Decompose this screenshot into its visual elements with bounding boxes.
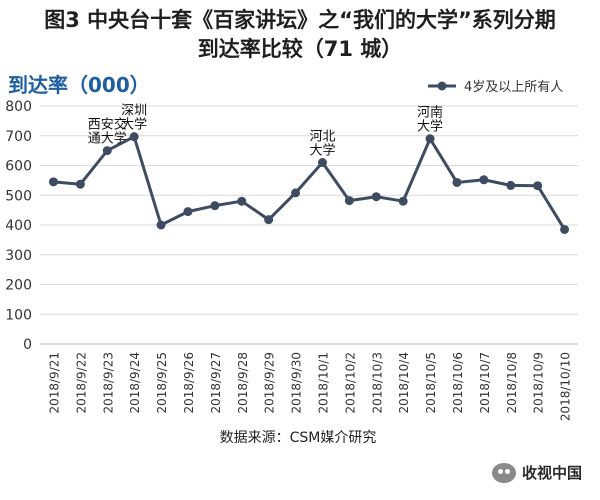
legend: 4岁及以上所有人 (428, 80, 563, 95)
y-tick-label: 700 (5, 129, 32, 145)
data-point (398, 196, 408, 206)
y-tick-labels: 0 100 200 300 400 500 600 700 800 (5, 99, 32, 353)
grid-lines (40, 105, 578, 345)
x-tick-label: 2018/10/3 (370, 352, 384, 414)
x-tick-label: 2018/9/23 (101, 352, 115, 414)
data-point (291, 188, 301, 198)
x-tick-label: 2018/9/22 (74, 352, 88, 414)
watermark: 收视中国 (492, 462, 582, 483)
watermark-text: 收视中国 (522, 464, 583, 482)
x-tick-labels: 2018/9/21 2018/9/22 2018/9/23 2018/9/24 2018… (47, 352, 572, 421)
data-point (129, 132, 139, 142)
data-point (344, 196, 354, 206)
y-axis-title: 到达率（000） (8, 73, 150, 97)
data-point (75, 179, 85, 189)
data-point (506, 180, 516, 190)
data-point (452, 177, 462, 187)
y-tick-label: 0 (23, 337, 32, 353)
x-tick-label: 2018/9/26 (182, 352, 196, 414)
data-point (48, 177, 58, 187)
x-tick-label: 2018/10/6 (451, 352, 465, 414)
data-point (183, 207, 193, 217)
chart-title-line1: 图3 中央台十套《百家讲坛》之“我们的大学”系列分期 (44, 8, 556, 32)
data-point (533, 181, 543, 191)
wechat-icon (492, 462, 516, 483)
legend-label: 4岁及以上所有人 (464, 80, 563, 95)
x-tick-label: 2018/10/1 (316, 352, 330, 414)
data-point (560, 224, 570, 234)
x-tick-label: 2018/9/25 (155, 352, 169, 414)
x-tick-label: 2018/9/24 (128, 352, 142, 414)
data-point (102, 146, 112, 156)
chart-title-line2: 到达率比较（71 城） (197, 37, 403, 61)
x-tick-label: 2018/10/7 (478, 352, 492, 414)
x-tick-label: 2018/10/10 (559, 352, 573, 421)
data-point (371, 192, 381, 202)
y-tick-label: 100 (5, 307, 32, 323)
data-point (425, 134, 435, 144)
point-annotation: 河北大学 (309, 130, 335, 159)
source-note: 数据来源：CSM媒介研究 (220, 430, 377, 446)
point-annotation: 西安交通大学 (88, 117, 127, 147)
data-point (156, 220, 166, 230)
x-tick-label: 2018/10/4 (397, 352, 411, 414)
x-tick-label: 2018/9/28 (236, 352, 250, 414)
y-tick-label: 600 (5, 159, 32, 175)
x-tick-label: 2018/10/2 (343, 352, 357, 414)
y-tick-label: 400 (5, 218, 32, 234)
x-tick-label: 2018/10/8 (505, 352, 519, 414)
data-point (317, 158, 327, 168)
x-tick-label: 2018/10/9 (532, 352, 546, 414)
data-point (210, 201, 220, 211)
data-point (237, 196, 247, 206)
x-tick-label: 2018/9/21 (47, 352, 61, 414)
x-tick-label: 2018/10/5 (424, 352, 438, 414)
data-point (264, 215, 274, 225)
series-line (53, 135, 566, 231)
y-tick-label: 800 (5, 99, 32, 115)
x-tick-label: 2018/9/29 (263, 352, 277, 414)
series-line-path (53, 135, 566, 231)
x-tick-label: 2018/9/27 (209, 352, 223, 414)
point-annotation: 河南大学 (417, 105, 443, 135)
legend-swatch-marker (437, 81, 447, 91)
chart-title: 图3 中央台十套《百家讲坛》之“我们的大学”系列分期 到达率比较（71 城） (0, 6, 600, 64)
y-tick-label: 300 (5, 248, 32, 264)
x-tick-label: 2018/9/30 (290, 352, 304, 414)
y-tick-label: 200 (5, 278, 32, 294)
data-point (479, 175, 489, 185)
data-points (48, 132, 570, 234)
point-annotation: 深圳大学 (121, 104, 147, 133)
y-tick-label: 500 (5, 188, 32, 204)
